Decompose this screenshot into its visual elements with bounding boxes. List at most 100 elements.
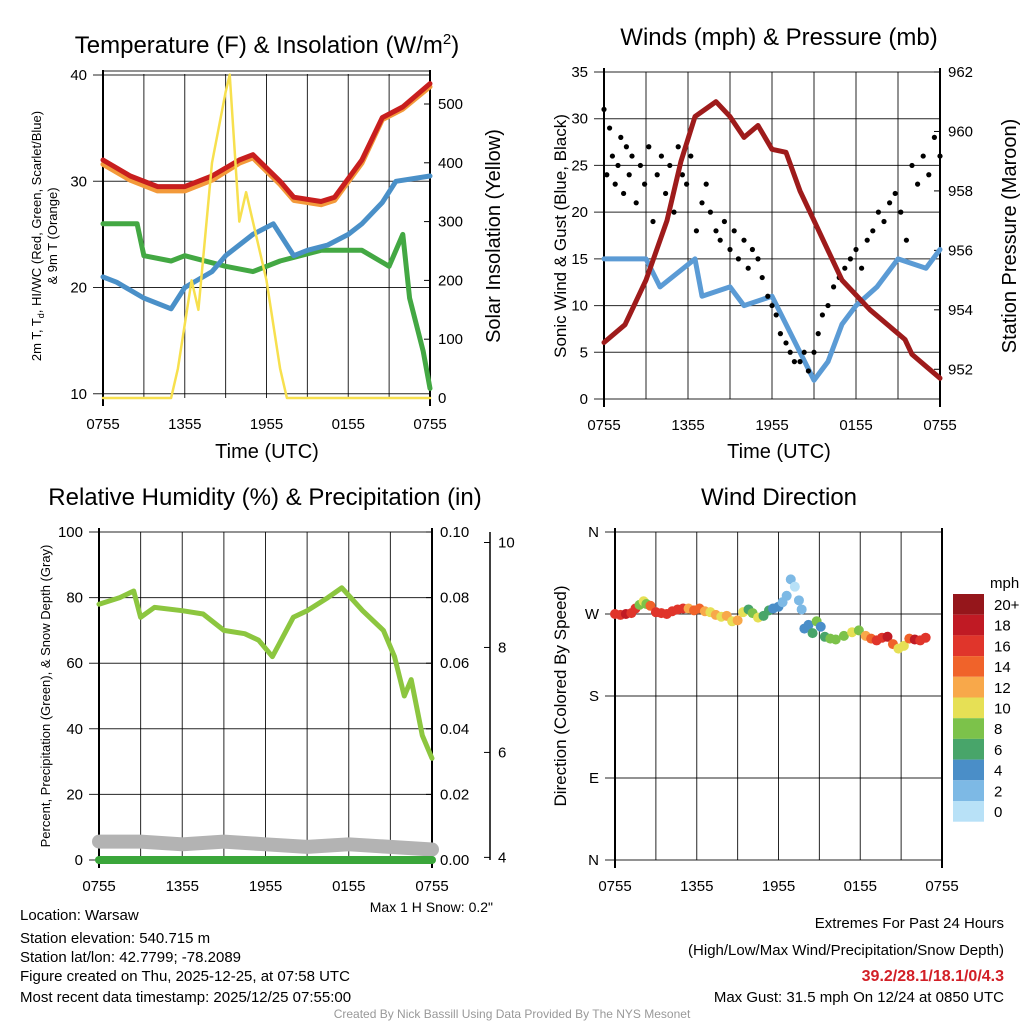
- humidity-ylabel: Percent, Precipitation (Green), & Snow D…: [38, 545, 53, 848]
- legend-swatch: [953, 738, 984, 760]
- legend-swatch: [953, 697, 984, 719]
- y-tick-label: 80: [66, 590, 83, 607]
- location-text: Location: Warsaw: [20, 907, 139, 924]
- y-tick-label: 10: [70, 386, 87, 403]
- gust-point: [819, 312, 826, 318]
- x-tick-label: 0755: [598, 878, 631, 895]
- legend-swatch: [953, 614, 984, 636]
- gust-point: [735, 256, 742, 262]
- direction-point: [830, 634, 841, 645]
- footer: Location: Warsaw Station elevation: 540.…: [20, 907, 1004, 1021]
- gust-point: [745, 265, 751, 271]
- gust-point: [777, 331, 784, 337]
- pressure-axis-tick-label: 958: [948, 183, 973, 200]
- gust-point: [633, 200, 639, 206]
- y-tick-label: 5: [580, 344, 588, 361]
- legend-label: 14: [994, 659, 1011, 676]
- series-solar: [101, 73, 432, 400]
- direction-point: [838, 630, 849, 641]
- legend-label: 10: [994, 701, 1011, 718]
- gust-point: [859, 265, 865, 271]
- x-tick-label: 0755: [413, 416, 446, 433]
- gust-point: [688, 153, 694, 159]
- gust-point: [783, 340, 789, 346]
- gust-point: [903, 237, 910, 243]
- direction-point: [815, 621, 826, 632]
- gust-point: [791, 359, 798, 365]
- gust-point: [609, 153, 616, 159]
- x-tick-label: 1955: [755, 417, 788, 434]
- gust-point: [675, 144, 681, 150]
- legend-label: 16: [994, 638, 1011, 655]
- gust-point: [650, 218, 656, 225]
- gust-point: [607, 125, 613, 131]
- x-tick-label: 1955: [250, 416, 283, 433]
- gust-point: [926, 172, 932, 178]
- gust-point: [749, 246, 756, 253]
- y-tick-label: 60: [66, 655, 83, 672]
- legend-swatch: [953, 635, 984, 657]
- legend-label: 2: [994, 783, 1002, 800]
- gust-point: [671, 209, 677, 215]
- gust-point: [721, 218, 728, 225]
- gust-point: [612, 181, 618, 187]
- y-tick-label: 20: [66, 786, 83, 803]
- wind-direction-panel: Wind Direction Direction (Colored By Spe…: [551, 484, 1020, 895]
- gust-point: [920, 153, 926, 159]
- legend-swatch: [953, 759, 984, 781]
- x-tick-label: 0155: [332, 878, 365, 895]
- gust-point: [626, 172, 632, 178]
- pressure-axis-tick-label: 952: [948, 361, 973, 378]
- series-dewpoint: [100, 173, 433, 312]
- pressure-ylabel: Station Pressure (Maroon): [999, 119, 1021, 354]
- gust-point: [642, 181, 648, 187]
- max-gust-text: Max Gust: 31.5 mph On 12/24 at 0850 UTC: [714, 989, 1004, 1006]
- direction-point: [785, 574, 796, 585]
- gust-point: [684, 181, 690, 187]
- gust-point: [811, 349, 817, 355]
- legend-swatch: [953, 780, 984, 801]
- gust-point: [699, 200, 705, 206]
- gust-point: [629, 153, 635, 159]
- temperature-title: Temperature (F) & Insolation (W/m2): [75, 31, 459, 59]
- y-tick-label: 25: [571, 157, 588, 174]
- series-hiwc: [100, 221, 433, 391]
- direction-point: [793, 595, 804, 606]
- gust-point: [801, 349, 807, 355]
- legend-label: 4: [994, 763, 1002, 780]
- x-tick-label: 1355: [671, 417, 704, 434]
- y-tick-label: N: [588, 524, 599, 541]
- y-tick-label: 40: [70, 67, 87, 84]
- gust-point: [658, 153, 665, 159]
- x-tick-label: 0755: [86, 416, 119, 433]
- precip-axis-tick-label: 0.00: [440, 852, 469, 869]
- gust-point: [623, 144, 630, 150]
- legend-swatch: [953, 718, 984, 739]
- x-tick-label: 0755: [925, 878, 958, 895]
- humidity-title: Relative Humidity (%) & Precipitation (i…: [48, 484, 481, 511]
- legend-swatch: [953, 656, 984, 677]
- y-tick-label: 20: [70, 280, 87, 297]
- pressure-axis-tick-label: 954: [948, 302, 973, 319]
- gust-point: [693, 228, 700, 234]
- precip-axis-tick-label: 0.02: [440, 786, 469, 803]
- extremes-title: Extremes For Past 24 Hours: [815, 915, 1004, 932]
- direction-point: [781, 590, 792, 601]
- gust-point: [717, 237, 723, 243]
- extremes-subtitle: (High/Low/Max Wind/Precipitation/Snow De…: [688, 942, 1004, 959]
- x-tick-label: 0755: [587, 417, 620, 434]
- gust-point: [870, 228, 876, 234]
- winds-plot: 0 5 10 15 20 25 30 35 0755 1355 1955 0155 0755 952 954…: [571, 64, 973, 434]
- winds-title: Winds (mph) & Pressure (mb): [620, 24, 937, 51]
- gust-point: [937, 153, 943, 159]
- speed-legend: 20+ 18 16 14 12 10 8 6 4 2 0: [953, 594, 1020, 822]
- winds-panel: Winds (mph) & Pressure (mb) Time (UTC) S…: [551, 24, 1021, 463]
- x-tick-label: 0755: [415, 878, 448, 895]
- solar-axis-tick-label: 0: [438, 390, 446, 407]
- snow-axis-tick-label: 4: [498, 849, 506, 866]
- y-tick-label: N: [588, 852, 599, 869]
- gust-point: [898, 209, 904, 215]
- legend-swatch: [953, 676, 984, 698]
- gust-point: [825, 302, 831, 309]
- created-text: Figure created on Thu, 2025-12-25, at 07…: [20, 968, 350, 985]
